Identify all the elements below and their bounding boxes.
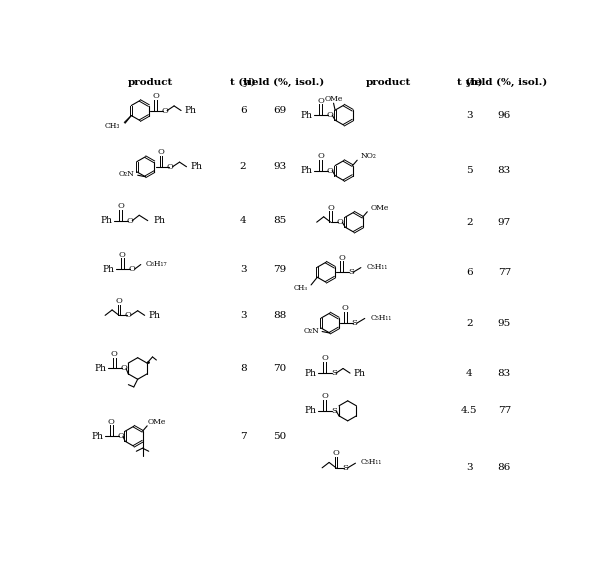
Text: 85: 85: [273, 216, 286, 225]
Text: 79: 79: [273, 265, 286, 274]
Text: Ph: Ph: [153, 216, 165, 225]
Text: NO₂: NO₂: [361, 152, 376, 160]
Text: 77: 77: [498, 406, 511, 415]
Text: C₅H₁₁: C₅H₁₁: [370, 314, 391, 322]
Text: 86: 86: [498, 463, 511, 472]
Text: O: O: [336, 218, 343, 226]
Text: t (h): t (h): [230, 77, 256, 87]
Text: O: O: [338, 253, 345, 261]
Text: O: O: [116, 297, 123, 304]
Text: O₂N: O₂N: [119, 170, 135, 178]
Text: Ph: Ph: [148, 311, 161, 320]
Text: 2: 2: [240, 162, 246, 171]
Text: 3: 3: [466, 110, 473, 120]
Text: 50: 50: [273, 432, 286, 441]
Text: O: O: [327, 203, 334, 211]
Text: OMe: OMe: [148, 418, 166, 426]
Text: O: O: [326, 167, 333, 174]
Text: 8: 8: [240, 364, 246, 373]
Text: Ph: Ph: [190, 162, 202, 171]
Text: 83: 83: [498, 368, 511, 378]
Text: O: O: [120, 364, 127, 372]
Text: CH₃: CH₃: [105, 123, 120, 130]
Text: product: product: [365, 77, 410, 87]
Text: 3: 3: [240, 265, 246, 274]
Text: yield (%, isol.): yield (%, isol.): [466, 77, 548, 87]
Text: O: O: [321, 392, 328, 400]
Text: Ph: Ph: [91, 432, 104, 441]
Text: Ph: Ph: [301, 166, 313, 175]
Text: C₅H₁₁: C₅H₁₁: [361, 458, 382, 467]
Text: 97: 97: [498, 218, 511, 227]
Text: O: O: [321, 354, 328, 363]
Text: Ph: Ph: [305, 368, 317, 378]
Text: 4: 4: [240, 216, 246, 225]
Text: Ph: Ph: [185, 106, 197, 115]
Text: OMe: OMe: [371, 204, 389, 212]
Text: 2: 2: [466, 318, 473, 328]
Text: 69: 69: [273, 106, 286, 115]
Text: 5: 5: [466, 166, 473, 175]
Text: C₈H₁₇: C₈H₁₇: [145, 260, 167, 268]
Text: O: O: [326, 111, 333, 119]
Text: 6: 6: [466, 268, 473, 277]
Text: 88: 88: [273, 311, 286, 320]
Text: S: S: [342, 464, 348, 472]
Text: O: O: [317, 96, 324, 105]
Text: 4: 4: [466, 368, 473, 378]
Text: O: O: [152, 92, 159, 100]
Text: 95: 95: [498, 318, 511, 328]
Text: 83: 83: [498, 166, 511, 175]
Text: 96: 96: [498, 110, 511, 120]
Text: O: O: [167, 163, 174, 171]
Text: S: S: [348, 268, 354, 276]
Text: S: S: [331, 407, 337, 415]
Text: Ph: Ph: [305, 406, 317, 415]
Text: CH₃: CH₃: [293, 284, 307, 292]
Text: O: O: [108, 418, 115, 426]
Text: Ph: Ph: [301, 110, 313, 120]
Text: C₅H₁₁: C₅H₁₁: [366, 263, 388, 271]
Text: O: O: [129, 265, 135, 273]
Text: 6: 6: [240, 106, 246, 115]
Text: O: O: [119, 250, 126, 259]
Text: Ph: Ph: [103, 265, 114, 274]
Text: Ph: Ph: [95, 364, 107, 373]
Text: 3: 3: [466, 463, 473, 472]
Text: O: O: [342, 304, 349, 313]
Text: 77: 77: [498, 268, 511, 277]
Text: S: S: [352, 319, 358, 327]
Text: O: O: [158, 148, 164, 156]
Text: O₂N: O₂N: [303, 327, 319, 335]
Text: O: O: [117, 432, 124, 440]
Text: O: O: [333, 449, 340, 457]
Text: 7: 7: [240, 432, 246, 441]
Text: O: O: [126, 217, 133, 225]
Text: product: product: [127, 77, 173, 87]
Text: 93: 93: [273, 162, 286, 171]
Text: OMe: OMe: [324, 95, 343, 103]
Text: 2: 2: [466, 218, 473, 227]
Text: yield (%, isol.): yield (%, isol.): [243, 77, 324, 87]
Text: 4.5: 4.5: [461, 406, 477, 415]
Text: Ph: Ph: [101, 216, 113, 225]
Text: O: O: [125, 311, 132, 320]
Text: 3: 3: [240, 311, 246, 320]
Text: 70: 70: [273, 364, 286, 373]
Text: O: O: [111, 350, 118, 358]
Text: O: O: [161, 106, 168, 114]
Text: Ph: Ph: [354, 368, 366, 378]
Text: O: O: [117, 202, 124, 210]
Text: S: S: [331, 369, 337, 377]
Text: O: O: [317, 152, 324, 160]
Text: t (h): t (h): [457, 77, 482, 87]
